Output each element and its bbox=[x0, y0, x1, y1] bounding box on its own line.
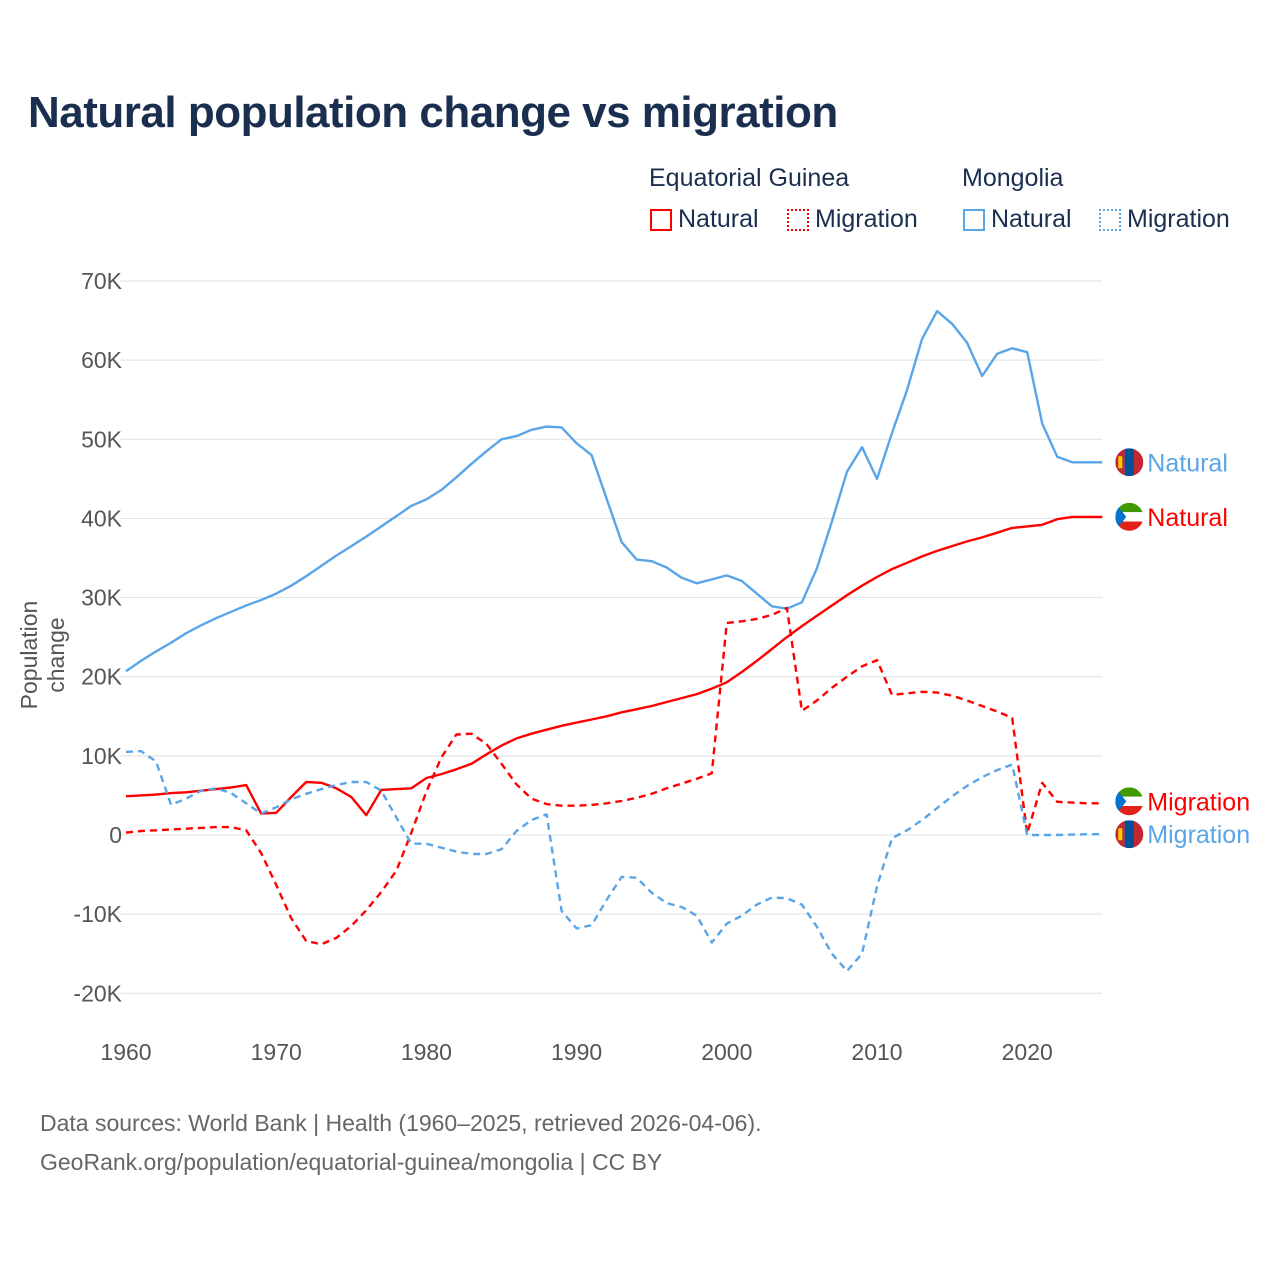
legend-label: Natural bbox=[678, 205, 759, 233]
flag-stripe bbox=[1124, 448, 1134, 477]
flag-soyombo bbox=[1118, 456, 1123, 469]
series-line-mongolia-migration bbox=[125, 749, 1103, 973]
flag-soyombo bbox=[1118, 828, 1123, 841]
flag-stripe bbox=[1133, 448, 1144, 477]
legend-eg-natural[interactable]: Natural bbox=[650, 205, 759, 234]
chart-title: Natural population change vs migration bbox=[28, 88, 838, 137]
flag-stripe bbox=[1115, 796, 1144, 807]
legend-mn-natural[interactable]: Natural bbox=[963, 205, 1072, 234]
legend-label: Natural bbox=[991, 205, 1072, 233]
y-tick-label: 10K bbox=[81, 743, 123, 769]
flag-stripe bbox=[1115, 512, 1144, 522]
series-end-label: Migration bbox=[1147, 821, 1250, 849]
series-line-equatorial-guinea-natural bbox=[125, 515, 1103, 817]
x-tick-label: 1990 bbox=[551, 1039, 602, 1065]
series-end-label: Natural bbox=[1147, 449, 1228, 477]
legend-label: Migration bbox=[815, 205, 918, 233]
flag-triangle bbox=[1115, 787, 1127, 816]
x-tick-label: 2010 bbox=[851, 1039, 902, 1065]
footer-link[interactable]: GeoRank.org/population/equatorial-guinea… bbox=[40, 1149, 663, 1175]
x-tick-label: 1960 bbox=[100, 1039, 151, 1065]
flag-stripe bbox=[1115, 787, 1144, 797]
footer-sources: Data sources: World Bank | Health (1960–… bbox=[40, 1110, 762, 1136]
legend-swatch-dotted-red bbox=[787, 208, 809, 231]
legend-group-mongolia: Mongolia bbox=[962, 164, 1064, 192]
series-line-equatorial-guinea-migration bbox=[125, 606, 1103, 946]
x-tick-label: 2020 bbox=[1002, 1039, 1053, 1065]
flag-triangle bbox=[1115, 502, 1127, 531]
series-line-mongolia-natural bbox=[125, 309, 1103, 673]
y-tick-label: 20K bbox=[81, 664, 123, 690]
legend-label: Migration bbox=[1127, 205, 1230, 233]
flag-stripe bbox=[1115, 502, 1144, 513]
legend-swatch-dotted-blue bbox=[1099, 208, 1121, 231]
y-tick-label: 40K bbox=[81, 505, 123, 531]
flag-stripe bbox=[1124, 820, 1134, 849]
y-tick-label: 30K bbox=[81, 585, 123, 611]
x-tick-label: 1970 bbox=[251, 1039, 302, 1065]
x-tick-label: 2000 bbox=[701, 1039, 752, 1065]
legend-group-equatorial-guinea: Equatorial Guinea bbox=[649, 164, 850, 192]
flag-stripe bbox=[1133, 820, 1144, 849]
x-tick-label: 1980 bbox=[401, 1039, 452, 1065]
y-tick-label: 60K bbox=[81, 347, 123, 373]
flag-stripe bbox=[1115, 806, 1144, 816]
series-end-label: Migration bbox=[1147, 788, 1250, 816]
y-tick-label: -20K bbox=[73, 980, 122, 1006]
legend-mn-migration[interactable]: Migration bbox=[1099, 205, 1230, 234]
series-end-label: Natural bbox=[1147, 504, 1228, 532]
y-tick-label: 70K bbox=[81, 268, 123, 294]
legend-swatch-solid-red bbox=[650, 208, 672, 231]
legend-swatch-solid-blue bbox=[963, 208, 985, 231]
y-tick-label: 0 bbox=[109, 822, 122, 848]
flag-stripe bbox=[1115, 521, 1144, 531]
legend-eg-migration[interactable]: Migration bbox=[787, 205, 918, 234]
y-tick-label: -10K bbox=[73, 901, 122, 927]
y-tick-label: 50K bbox=[81, 426, 123, 452]
